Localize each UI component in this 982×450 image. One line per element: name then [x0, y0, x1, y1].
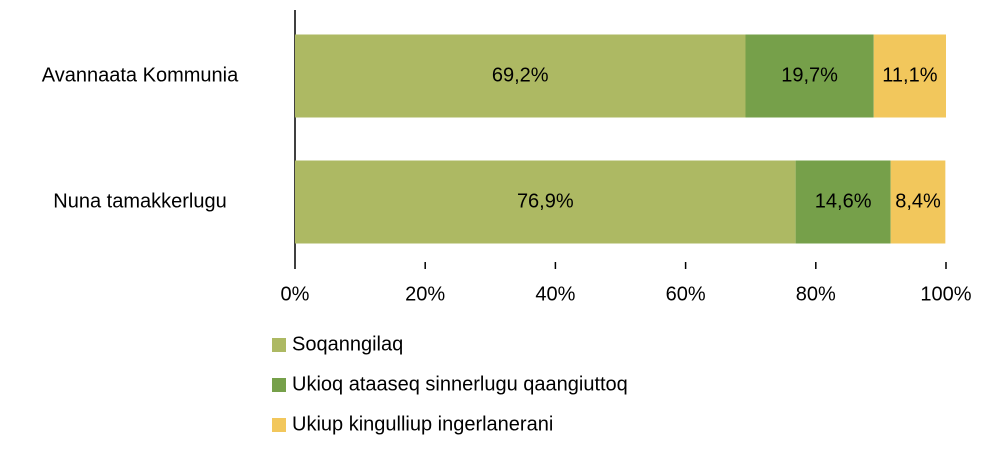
legend-label: Ukioq ataaseq sinnerlugu qaangiuttoq: [292, 373, 628, 395]
bar-segment: [795, 160, 891, 244]
data-label: 14,6%: [815, 190, 872, 212]
x-tick-label: 60%: [666, 283, 706, 305]
legend-label: Soqanngilaq: [292, 333, 403, 355]
legend-swatch: [272, 338, 286, 352]
x-tick-label: 40%: [535, 283, 575, 305]
data-label: 69,2%: [492, 64, 549, 86]
x-tick-label: 0%: [281, 283, 310, 305]
x-tick-label: 20%: [405, 283, 445, 305]
legend-swatch: [272, 378, 286, 392]
data-label: 76,9%: [517, 190, 574, 212]
data-label: 19,7%: [781, 64, 838, 86]
legend-label: Ukiup kingulliup ingerlanerani: [292, 413, 553, 435]
bar-segment: [890, 160, 946, 244]
bar-segment: [745, 34, 874, 118]
bar-segment: [295, 160, 796, 244]
x-tick-label: 80%: [796, 283, 836, 305]
x-tick-label: 100%: [920, 283, 971, 305]
legend-swatch: [272, 418, 286, 432]
bar-segment: [873, 34, 946, 118]
data-label: 11,1%: [882, 64, 937, 86]
y-tick-label: Avannaata Kommunia: [42, 64, 239, 86]
y-tick-label: Nuna tamakkerlugu: [53, 190, 226, 212]
bar-segment: [295, 34, 746, 118]
data-label: 8,4%: [895, 190, 941, 212]
